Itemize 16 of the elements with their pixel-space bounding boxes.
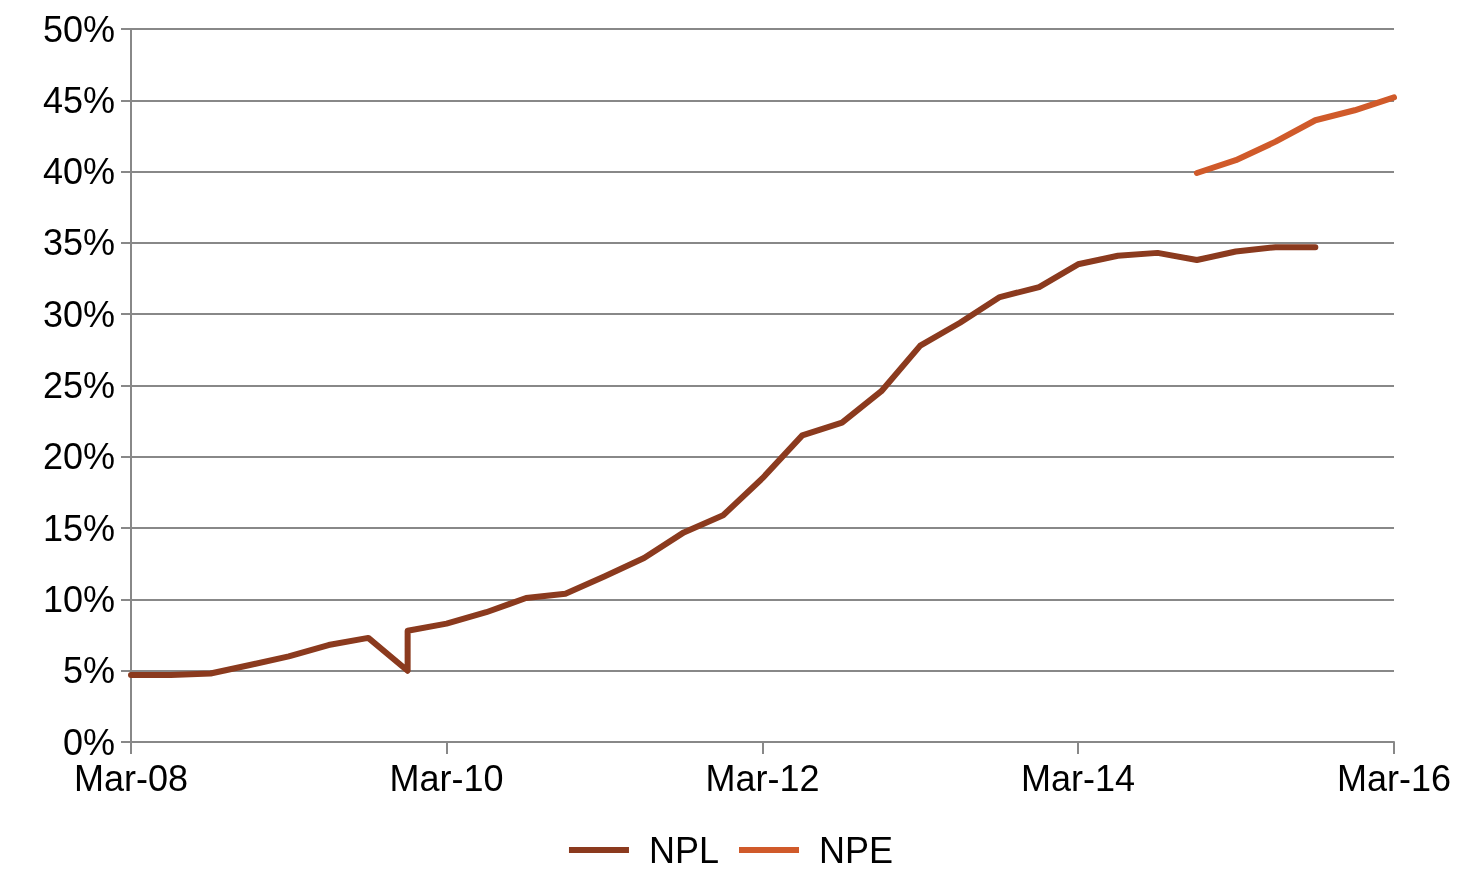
x-tick-label: Mar-16	[1336, 757, 1452, 799]
y-tick-label: 5%	[62, 650, 115, 692]
y-tick-label: 15%	[42, 507, 115, 549]
legend-label: NPL	[648, 829, 719, 871]
y-tick-label: 50%	[42, 8, 115, 50]
y-tick-label: 30%	[42, 293, 115, 335]
x-tick-label: Mar-12	[705, 757, 820, 799]
x-tick-label: Mar-10	[389, 757, 504, 799]
y-tick-label: 45%	[42, 79, 115, 121]
y-tick-label: 40%	[42, 151, 115, 193]
y-tick-label: 35%	[42, 222, 115, 264]
legend-label: NPE	[819, 829, 894, 871]
y-tick-label: 10%	[42, 578, 115, 620]
y-tick-label: 20%	[42, 436, 115, 478]
y-tick-label: 25%	[42, 365, 115, 406]
x-tick-label: Mar-14	[1021, 757, 1136, 799]
